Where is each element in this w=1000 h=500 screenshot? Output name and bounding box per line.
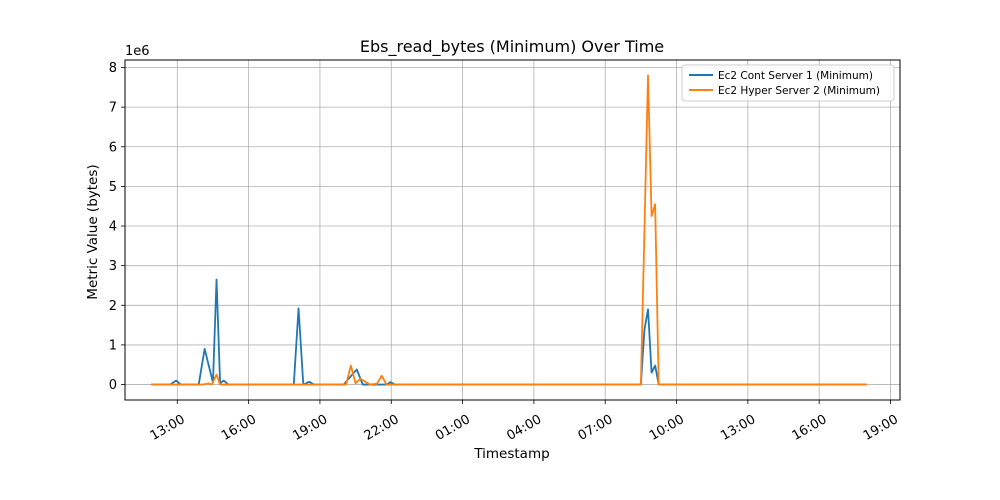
y-tick-label: 7: [109, 101, 117, 116]
plot-frame: [124, 59, 901, 401]
grid: [125, 60, 900, 400]
x-axis-label: Timestamp: [473, 446, 549, 462]
series-lines: [151, 74, 867, 386]
legend-label-series-1: Ec2 Cont Server 1 (Minimum): [718, 70, 873, 82]
legend: Ec2 Cont Server 1 (Minimum) Ec2 Hyper Se…: [681, 64, 895, 102]
y-axis-label: Metric Value (bytes): [85, 164, 101, 299]
y-tick-label: 5: [109, 180, 117, 195]
y-tick-label: 3: [109, 259, 117, 274]
y-tick-label: 0: [109, 378, 117, 393]
legend-label-series-2: Ec2 Hyper Server 2 (Minimum): [718, 85, 880, 97]
chart-title: Ebs_read_bytes (Minimum) Over Time: [360, 37, 664, 57]
series-line-1: [151, 278, 867, 386]
y-multiplier-label: 1e6: [125, 44, 150, 59]
legend-box: [681, 64, 895, 102]
y-tick-label: 2: [109, 299, 117, 314]
y-tick-label: 8: [109, 61, 117, 76]
y-tick-label: 4: [109, 220, 117, 235]
y-tick-label: 6: [109, 140, 117, 155]
y-tick-label: 1: [109, 338, 117, 353]
y-axis: 0 1 2 3 4 5 6 7 8: [109, 61, 125, 393]
series-line-2: [151, 74, 867, 386]
